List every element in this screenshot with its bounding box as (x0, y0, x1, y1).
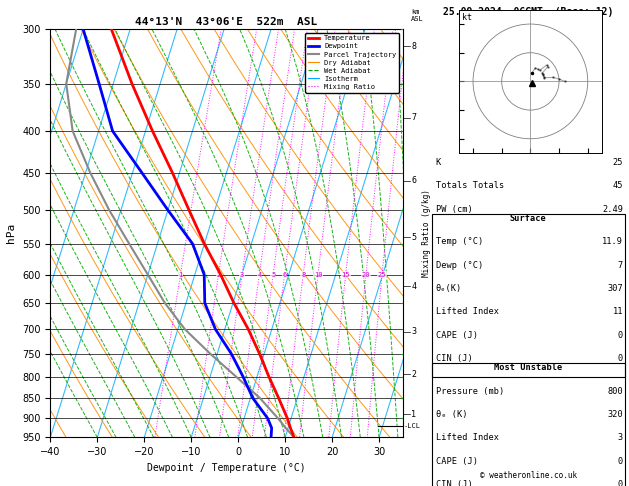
Text: 2: 2 (216, 272, 221, 278)
Text: 20: 20 (362, 272, 370, 278)
Text: 320: 320 (607, 410, 623, 419)
Text: 25: 25 (613, 158, 623, 167)
Text: CIN (J): CIN (J) (436, 354, 472, 363)
Text: 3: 3 (240, 272, 244, 278)
Text: 800: 800 (607, 386, 623, 396)
Text: Pressure (mb): Pressure (mb) (436, 386, 504, 396)
Text: © weatheronline.co.uk: © weatheronline.co.uk (480, 471, 577, 480)
Text: 307: 307 (607, 284, 623, 293)
Text: -LCL: -LCL (404, 423, 421, 429)
Text: Mixing Ratio (g/kg): Mixing Ratio (g/kg) (422, 190, 431, 277)
Text: CAPE (J): CAPE (J) (436, 330, 478, 340)
Text: 8: 8 (411, 42, 416, 51)
Text: Totals Totals: Totals Totals (436, 181, 504, 191)
Text: Most Unstable: Most Unstable (494, 363, 562, 372)
Text: Temp (°C): Temp (°C) (436, 237, 483, 246)
X-axis label: Dewpoint / Temperature (°C): Dewpoint / Temperature (°C) (147, 463, 306, 473)
Text: 5: 5 (411, 233, 416, 242)
Text: 2.49: 2.49 (602, 205, 623, 214)
Text: 7: 7 (618, 260, 623, 270)
Text: K: K (436, 158, 441, 167)
Text: 4: 4 (411, 282, 416, 291)
Text: km
ASL: km ASL (411, 9, 424, 22)
Text: 3: 3 (618, 433, 623, 442)
Text: Lifted Index: Lifted Index (436, 433, 499, 442)
Text: 6: 6 (282, 272, 287, 278)
Text: 7: 7 (411, 113, 416, 122)
Y-axis label: hPa: hPa (6, 223, 16, 243)
Text: 25.09.2024  06GMT  (Base: 12): 25.09.2024 06GMT (Base: 12) (443, 7, 613, 17)
Text: 0: 0 (618, 354, 623, 363)
Text: 10: 10 (314, 272, 322, 278)
Text: 2: 2 (411, 370, 416, 379)
Text: 5: 5 (271, 272, 276, 278)
Text: 45: 45 (613, 181, 623, 191)
Text: CIN (J): CIN (J) (436, 480, 472, 486)
Text: 44°13'N  43°06'E  522m  ASL: 44°13'N 43°06'E 522m ASL (135, 17, 318, 27)
Text: 1: 1 (411, 410, 416, 419)
Text: 1: 1 (179, 272, 182, 278)
Text: Dewp (°C): Dewp (°C) (436, 260, 483, 270)
Text: 8: 8 (301, 272, 305, 278)
Text: 0: 0 (618, 456, 623, 466)
Text: 3: 3 (411, 327, 416, 336)
Text: 0: 0 (618, 330, 623, 340)
Text: Surface: Surface (510, 214, 547, 223)
Text: θₑ(K): θₑ(K) (436, 284, 462, 293)
Text: Lifted Index: Lifted Index (436, 307, 499, 316)
Text: CAPE (J): CAPE (J) (436, 456, 478, 466)
Text: 25: 25 (378, 272, 386, 278)
Text: PW (cm): PW (cm) (436, 205, 472, 214)
Text: 11: 11 (613, 307, 623, 316)
Text: 6: 6 (411, 176, 416, 185)
Legend: Temperature, Dewpoint, Parcel Trajectory, Dry Adiabat, Wet Adiabat, Isotherm, Mi: Temperature, Dewpoint, Parcel Trajectory… (305, 33, 399, 93)
Text: 4: 4 (257, 272, 262, 278)
Text: 15: 15 (342, 272, 350, 278)
Text: θₑ (K): θₑ (K) (436, 410, 467, 419)
Text: 0: 0 (618, 480, 623, 486)
Text: 11.9: 11.9 (602, 237, 623, 246)
